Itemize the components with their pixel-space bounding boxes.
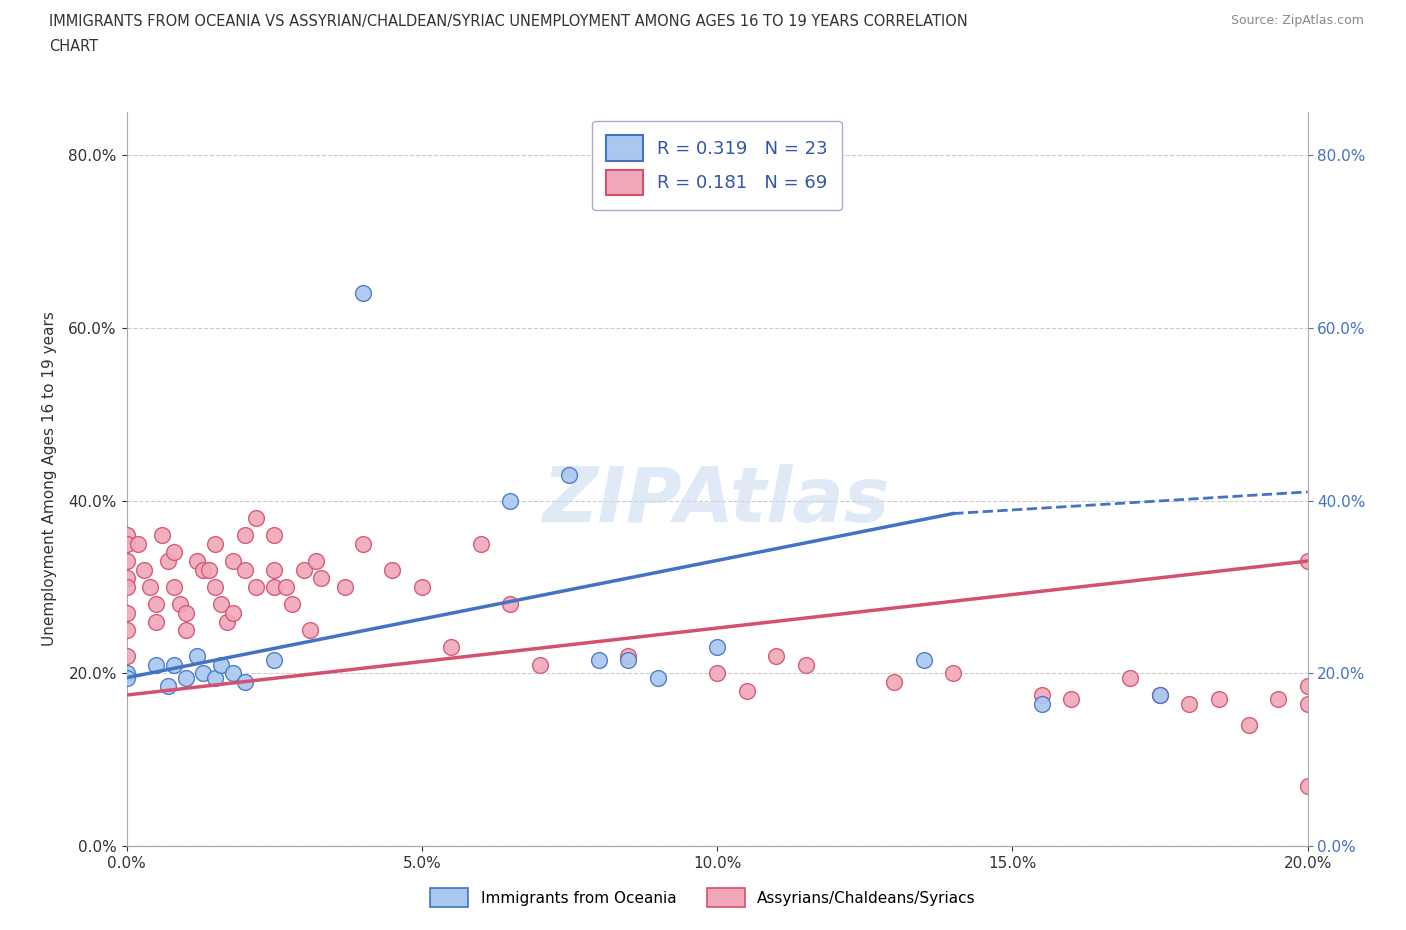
Point [499, 597, 522, 612]
Point [1149, 687, 1171, 702]
Point [558, 467, 581, 482]
Point [150, 527, 173, 542]
Point [215, 614, 238, 629]
Point [706, 666, 728, 681]
Point [281, 597, 304, 612]
Point [352, 286, 374, 300]
Point [145, 614, 167, 629]
Point [209, 597, 232, 612]
Point [198, 563, 221, 578]
Point [1060, 692, 1083, 707]
Point [174, 671, 197, 685]
Point [1267, 692, 1289, 707]
Point [193, 563, 215, 578]
Point [134, 563, 156, 578]
Point [1296, 553, 1319, 568]
Text: IMMIGRANTS FROM OCEANIA VS ASSYRIAN/CHALDEAN/SYRIAC UNEMPLOYMENT AMONG AGES 16 T: IMMIGRANTS FROM OCEANIA VS ASSYRIAN/CHAL… [49, 14, 967, 29]
Point [263, 653, 285, 668]
Point [222, 666, 245, 681]
Point [115, 649, 138, 664]
Point [145, 658, 167, 672]
Point [794, 658, 817, 672]
Point [169, 597, 191, 612]
Point [1296, 679, 1319, 694]
Point [381, 563, 404, 578]
Point [274, 579, 297, 594]
Point [209, 658, 232, 672]
Point [115, 666, 138, 681]
Point [617, 653, 640, 668]
Point [233, 674, 256, 689]
Text: ZIPAtlas: ZIPAtlas [543, 464, 891, 538]
Point [222, 605, 245, 620]
Point [115, 671, 138, 685]
Legend: R = 0.319   N = 23, R = 0.181   N = 69: R = 0.319 N = 23, R = 0.181 N = 69 [592, 121, 842, 209]
Point [1296, 697, 1319, 711]
Point [115, 623, 138, 638]
Point [174, 623, 197, 638]
Point [204, 671, 226, 685]
Point [145, 597, 167, 612]
Point [647, 671, 669, 685]
Point [115, 571, 138, 586]
Point [1031, 697, 1053, 711]
Point [311, 571, 333, 586]
Point [115, 527, 138, 542]
Point [765, 649, 787, 664]
Point [735, 684, 758, 698]
Point [1178, 697, 1201, 711]
Point [163, 658, 186, 672]
Point [411, 579, 433, 594]
Point [706, 640, 728, 655]
Point [156, 553, 179, 568]
Point [233, 563, 256, 578]
Point [186, 553, 208, 568]
Point [292, 563, 315, 578]
Point [204, 579, 226, 594]
Point [1119, 671, 1142, 685]
Y-axis label: Unemployment Among Ages 16 to 19 years: Unemployment Among Ages 16 to 19 years [42, 312, 58, 646]
Point [263, 563, 285, 578]
Point [115, 553, 138, 568]
Point [245, 579, 267, 594]
Point [263, 579, 285, 594]
Point [127, 537, 149, 551]
Point [1296, 778, 1319, 793]
Point [174, 605, 197, 620]
Point [529, 658, 551, 672]
Point [193, 666, 215, 681]
Point [440, 640, 463, 655]
Point [115, 537, 138, 551]
Point [233, 527, 256, 542]
Point [912, 653, 935, 668]
Point [470, 537, 492, 551]
Point [163, 579, 186, 594]
Point [163, 545, 186, 560]
Point [1031, 687, 1053, 702]
Text: CHART: CHART [49, 39, 98, 54]
Point [499, 493, 522, 508]
Point [588, 653, 610, 668]
Point [883, 674, 905, 689]
Point [333, 579, 356, 594]
Point [1208, 692, 1230, 707]
Point [245, 511, 267, 525]
Point [139, 579, 162, 594]
Point [617, 649, 640, 664]
Point [942, 666, 965, 681]
Point [1149, 687, 1171, 702]
Point [304, 553, 326, 568]
Legend: Immigrants from Oceania, Assyrians/Chaldeans/Syriacs: Immigrants from Oceania, Assyrians/Chald… [425, 883, 981, 913]
Point [186, 649, 208, 664]
Point [298, 623, 321, 638]
Point [115, 579, 138, 594]
Point [156, 679, 179, 694]
Point [204, 537, 226, 551]
Point [115, 605, 138, 620]
Point [263, 527, 285, 542]
Point [1237, 718, 1260, 733]
Text: Source: ZipAtlas.com: Source: ZipAtlas.com [1230, 14, 1364, 27]
Point [352, 537, 374, 551]
Point [222, 553, 245, 568]
